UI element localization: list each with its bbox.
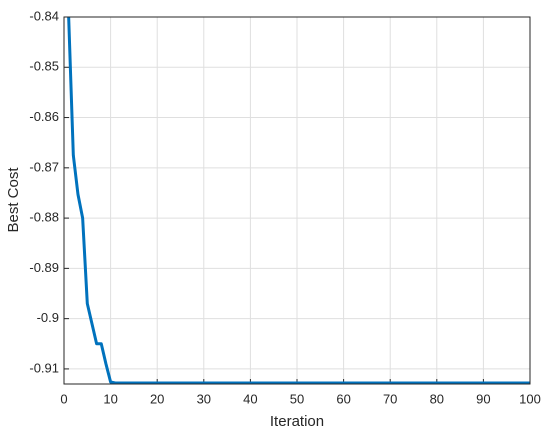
x-tick-label: 10 bbox=[103, 391, 117, 406]
x-tick-label: 70 bbox=[383, 391, 397, 406]
y-tick-label: -0.91 bbox=[29, 360, 59, 375]
x-tick-label: 30 bbox=[197, 391, 211, 406]
line bbox=[67, 17, 530, 384]
y-tick-label: -0.85 bbox=[29, 59, 59, 74]
x-tick-label: 0 bbox=[60, 391, 67, 406]
y-tick-label: -0.84 bbox=[29, 8, 59, 23]
x-tick-label: 100 bbox=[519, 391, 541, 406]
x-tick-label: 80 bbox=[430, 391, 444, 406]
y-tick-label: -0.9 bbox=[37, 310, 59, 325]
x-tick-label: 90 bbox=[476, 391, 490, 406]
x-tick-label: 20 bbox=[150, 391, 164, 406]
x-axis-label: Iteration bbox=[270, 413, 324, 430]
y-tick-label: -0.87 bbox=[29, 159, 59, 174]
y-axis-label: Best Cost bbox=[5, 167, 22, 233]
x-tick-label: 50 bbox=[290, 391, 304, 406]
plot-frame bbox=[63, 16, 531, 385]
y-tick-label: -0.89 bbox=[29, 260, 59, 275]
x-tick-label: 40 bbox=[243, 391, 257, 406]
x-tick-label: 60 bbox=[336, 391, 350, 406]
y-tick-label: -0.86 bbox=[29, 109, 59, 124]
y-tick-label: -0.88 bbox=[29, 210, 59, 225]
